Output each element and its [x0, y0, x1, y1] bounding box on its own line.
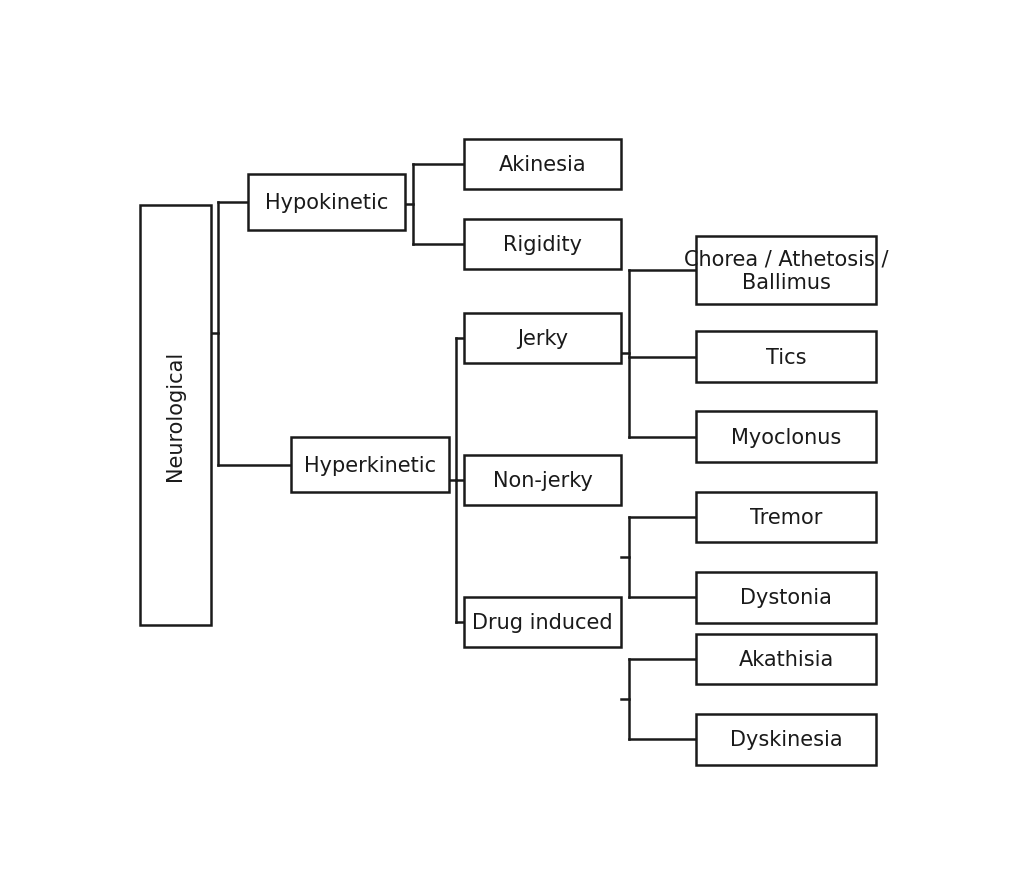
- Text: Akinesia: Akinesia: [498, 155, 587, 175]
- Text: Akathisia: Akathisia: [738, 649, 834, 669]
- FancyBboxPatch shape: [464, 220, 621, 270]
- Text: Non-jerky: Non-jerky: [492, 470, 593, 490]
- Text: Tics: Tics: [766, 347, 806, 367]
- FancyBboxPatch shape: [696, 634, 876, 685]
- FancyBboxPatch shape: [248, 176, 405, 230]
- Text: Neurological: Neurological: [165, 351, 185, 481]
- Text: Drug induced: Drug induced: [472, 613, 613, 633]
- Text: Myoclonus: Myoclonus: [731, 428, 841, 448]
- FancyBboxPatch shape: [696, 714, 876, 765]
- FancyBboxPatch shape: [696, 412, 876, 462]
- Text: Dystonia: Dystonia: [741, 587, 832, 607]
- FancyBboxPatch shape: [696, 573, 876, 623]
- Text: Hypokinetic: Hypokinetic: [265, 193, 389, 213]
- FancyBboxPatch shape: [292, 437, 449, 493]
- Text: Hyperkinetic: Hyperkinetic: [304, 455, 436, 475]
- Text: Tremor: Tremor: [750, 507, 823, 527]
- FancyBboxPatch shape: [464, 455, 621, 506]
- FancyBboxPatch shape: [696, 237, 876, 305]
- FancyBboxPatch shape: [696, 332, 876, 382]
- Text: Jerky: Jerky: [518, 328, 568, 348]
- Text: Rigidity: Rigidity: [503, 235, 582, 255]
- FancyBboxPatch shape: [140, 206, 211, 626]
- FancyBboxPatch shape: [464, 597, 621, 647]
- Text: Chorea / Athetosis /
Ballimus: Chorea / Athetosis / Ballimus: [684, 249, 888, 292]
- FancyBboxPatch shape: [464, 314, 621, 364]
- Text: Dyskinesia: Dyskinesia: [729, 729, 843, 749]
- FancyBboxPatch shape: [696, 492, 876, 543]
- FancyBboxPatch shape: [464, 139, 621, 190]
